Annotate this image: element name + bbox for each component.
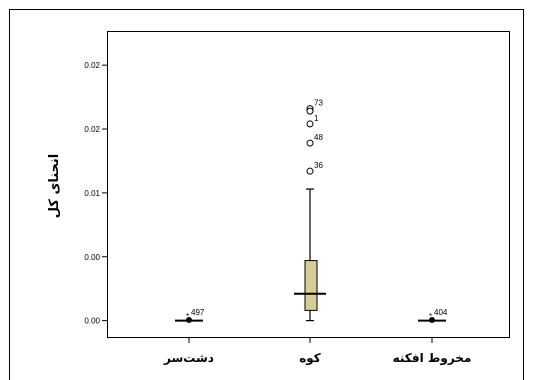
- y-tick-label: 0.00: [84, 253, 100, 262]
- plot-area: [107, 31, 510, 338]
- extreme-point: [186, 316, 192, 323]
- outlier-label: 36: [314, 161, 323, 170]
- y-tick-label: 0.02: [84, 61, 100, 70]
- outlier-point: [306, 139, 314, 147]
- outlier-point: [306, 107, 314, 115]
- outlier-label: 73: [314, 99, 323, 108]
- x-category-label: کوه: [299, 351, 321, 366]
- outlier-label: 1: [314, 114, 319, 123]
- y-tick-label: 0.02: [84, 125, 100, 134]
- extreme-point: [429, 316, 435, 323]
- y-tick-label: 0.01: [84, 189, 100, 198]
- outlier-point: [306, 167, 314, 175]
- box-iqr: [304, 260, 318, 311]
- y-axis-label: انحنای کل: [47, 154, 62, 219]
- extreme-marker: *: [429, 312, 432, 321]
- y-tick-label: 0.00: [84, 317, 100, 326]
- outlier-point: [306, 120, 314, 128]
- x-category-label: مخروط افکنه: [393, 351, 472, 366]
- x-category-label: دشت‌سر: [163, 351, 214, 365]
- extreme-label: 497: [191, 308, 205, 317]
- extreme-marker: *: [186, 312, 189, 321]
- chart-frame: [9, 9, 524, 380]
- outlier-label: 48: [314, 133, 323, 142]
- extreme-label: 404: [434, 308, 448, 317]
